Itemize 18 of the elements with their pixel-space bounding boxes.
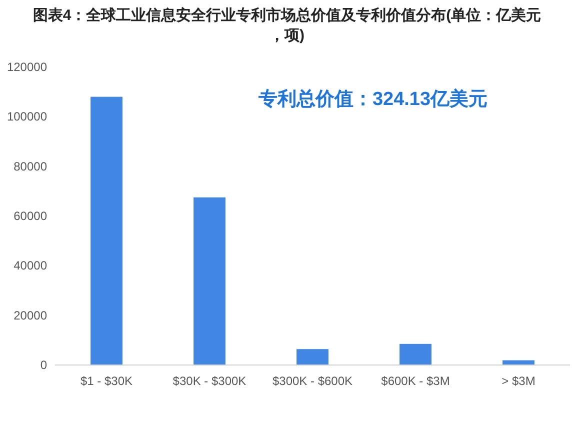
x-tick-label: $600K - $3M xyxy=(381,374,450,388)
y-tick-label: 60000 xyxy=(14,209,48,223)
x-tick-label: > $3M xyxy=(502,374,536,388)
y-tick-label: 40000 xyxy=(14,258,48,273)
y-tick-label: 20000 xyxy=(14,308,48,322)
x-tick-label: $300K - $600K xyxy=(272,374,353,388)
bar xyxy=(400,344,432,365)
x-tick-label: $1 - $30K xyxy=(80,374,133,388)
bar xyxy=(296,349,328,365)
x-tick-label: $30K - $300K xyxy=(172,374,246,388)
chart-title: 图表4：全球工业信息安全行业专利市场总价值及专利价值分布(单位：亿美元，项) xyxy=(32,6,542,44)
bar xyxy=(90,96,122,365)
y-tick-label: 80000 xyxy=(14,159,48,174)
y-tick-label: 100000 xyxy=(6,110,48,124)
bar xyxy=(194,197,226,365)
y-tick-label: 120000 xyxy=(6,60,48,74)
y-tick-label: 0 xyxy=(40,358,48,372)
annotation: 专利总价值：324.13亿美元 xyxy=(257,88,488,110)
